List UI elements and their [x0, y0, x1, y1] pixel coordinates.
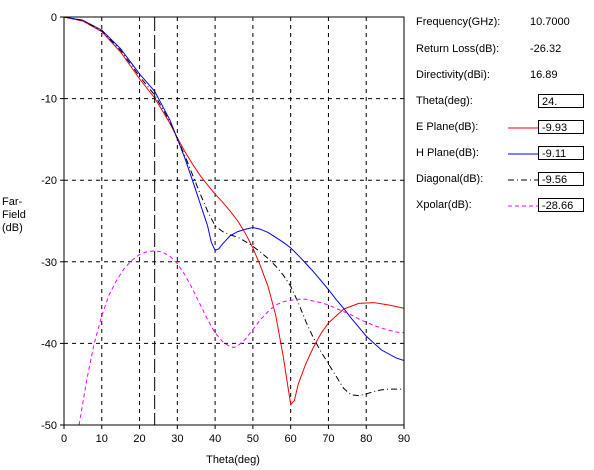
x-tick-label: 60 [285, 433, 297, 445]
x-tick-label: 70 [322, 433, 334, 445]
e-plane-label: E Plane(dB): [416, 121, 479, 133]
directivity-value: 16.89 [530, 69, 558, 81]
y-tick-label: 0 [51, 12, 57, 24]
x-tick-label: 90 [398, 433, 410, 445]
y-tick-label: -50 [41, 420, 57, 432]
h-plane-label: H Plane(dB): [416, 147, 479, 159]
return-loss-label: Return Loss(dB): [416, 43, 500, 55]
diagonal-value: -9.56 [538, 172, 584, 186]
h-plane-legend-swatch [508, 153, 540, 155]
return-loss-value: -26.32 [530, 43, 562, 55]
directivity-label: Directivity(dBi): [416, 69, 490, 81]
frequency-label: Frequency(GHz): [416, 16, 501, 28]
series-diagonal-line [63, 16, 404, 397]
y-axis-label-line: Field [2, 209, 26, 221]
y-tick-label: -40 [41, 338, 57, 350]
frequency-value: 10.7000 [530, 16, 570, 28]
xpolar-legend-swatch [508, 205, 540, 207]
x-tick-label: 40 [209, 433, 221, 445]
series-xpolar-line [78, 250, 405, 426]
y-tick-label: -20 [41, 175, 57, 187]
series-h-plane-line [63, 16, 405, 361]
y-axis-label-line: (dB) [2, 222, 23, 234]
y-tick-label: -30 [41, 257, 57, 269]
e-plane-value: -9.93 [538, 120, 584, 134]
plot-grid [64, 17, 404, 425]
xpolar-value: -28.66 [538, 198, 584, 212]
y-axis-label-line: Far- [2, 196, 23, 208]
plot-frame [63, 16, 405, 426]
x-tick-label: 20 [133, 433, 145, 445]
theta-label: Theta(deg): [416, 95, 473, 107]
diagonal-legend-swatch [508, 179, 540, 181]
x-tick-label: 80 [360, 433, 372, 445]
xpolar-label: Xpolar(dB): [416, 199, 472, 211]
y-tick-label: -10 [41, 94, 57, 106]
h-plane-value: -9.11 [538, 146, 584, 160]
x-axis-label: Theta(deg) [206, 454, 260, 466]
x-tick-label: 10 [96, 433, 108, 445]
x-tick-label: 50 [247, 433, 259, 445]
plot-curves [63, 16, 405, 426]
theta-input[interactable]: 24. [538, 94, 584, 108]
y-axis-label: Far- Field (dB) [2, 196, 26, 235]
e-plane-legend-swatch [508, 127, 540, 129]
diagonal-label: Diagonal(dB): [416, 173, 484, 185]
plot-ticks: 0 10 20 30 40 50 60 70 80 90 0 -10 -20 -30 -40 -50 [41, 12, 410, 445]
series-e-plane-line [63, 16, 405, 406]
x-tick-label: 0 [61, 433, 67, 445]
x-tick-label: 30 [171, 433, 183, 445]
